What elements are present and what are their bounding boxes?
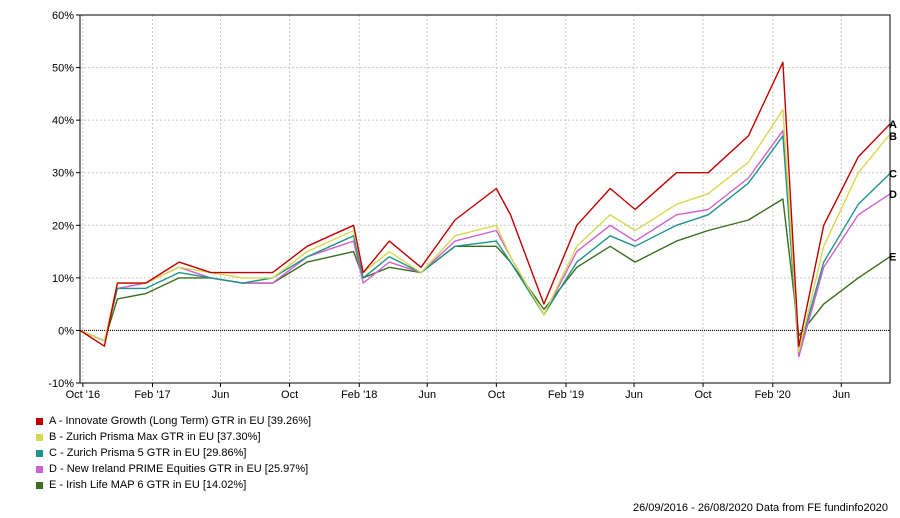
y-tick-label: 40% xyxy=(52,115,74,127)
y-tick-label: 10% xyxy=(52,273,74,285)
legend-label: A - Innovate Growth (Long Term) GTR in E… xyxy=(49,415,312,427)
legend-label: D - New Ireland PRIME Equities GTR in EU… xyxy=(49,463,309,475)
legend-label: E - Irish Life MAP 6 GTR in EU [14.02%] xyxy=(49,479,247,491)
x-tick-label: Jun xyxy=(625,389,643,401)
legend-swatch xyxy=(36,417,43,425)
end-label-e: E xyxy=(889,252,896,264)
legend-item: A - Innovate Growth (Long Term) GTR in E… xyxy=(36,413,311,429)
legend-item: B - Zurich Prisma Max GTR in EU [37.30%] xyxy=(36,429,311,445)
end-label-a: A xyxy=(889,119,897,131)
x-tick-label: Jun xyxy=(418,389,436,401)
legend-swatch xyxy=(36,465,43,473)
end-label-c: C xyxy=(889,168,897,180)
y-tick-label: 20% xyxy=(52,220,74,232)
legend-label: C - Zurich Prisma 5 GTR in EU [29.86%] xyxy=(49,447,247,459)
legend-label: B - Zurich Prisma Max GTR in EU [37.30%] xyxy=(49,431,261,443)
y-tick-label: 0% xyxy=(58,325,74,337)
end-label-d: D xyxy=(889,189,897,201)
y-tick-label: 60% xyxy=(52,10,74,22)
series-line-a xyxy=(79,61,891,347)
y-tick-label: 50% xyxy=(52,63,74,75)
x-tick-label: Feb '17 xyxy=(134,389,170,401)
series-line-e xyxy=(79,198,891,342)
x-tick-label: Jun xyxy=(832,389,850,401)
footer-date-range: 26/09/2016 - 26/08/2020 Data from FE fun… xyxy=(632,502,888,514)
grid xyxy=(80,14,890,384)
y-tick-label: 30% xyxy=(52,168,74,180)
y-axis: -10% 0% 10% 20% 30% 40% 50% 60% xyxy=(48,10,80,390)
x-tick-label: Oct xyxy=(281,389,298,401)
y-tick-label: -10% xyxy=(48,378,74,390)
x-tick-label: Feb '19 xyxy=(548,389,584,401)
legend: A - Innovate Growth (Long Term) GTR in E… xyxy=(36,413,311,493)
legend-item: E - Irish Life MAP 6 GTR in EU [14.02%] xyxy=(36,477,311,493)
plot-area-border xyxy=(79,14,891,384)
legend-swatch xyxy=(36,481,43,489)
legend-swatch xyxy=(36,433,43,441)
end-label-b: B xyxy=(889,131,897,143)
x-tick-label: Oct xyxy=(488,389,505,401)
x-tick-label: Oct '16 xyxy=(66,389,101,401)
series-end-labels: AB CD E xyxy=(889,119,897,264)
series-line-c xyxy=(79,135,891,353)
x-tick-label: Jun xyxy=(212,389,230,401)
legend-swatch xyxy=(36,449,43,457)
x-tick-label: Oct xyxy=(695,389,712,401)
series-layer xyxy=(79,61,891,358)
x-axis: Oct '16 Feb '17 Jun Oct Feb '18 Jun Oct Feb '19… xyxy=(66,383,850,401)
x-tick-label: Feb '20 xyxy=(755,389,791,401)
x-tick-label: Feb '18 xyxy=(341,389,377,401)
legend-item: C - Zurich Prisma 5 GTR in EU [29.86%] xyxy=(36,445,311,461)
legend-item: D - New Ireland PRIME Equities GTR in EU… xyxy=(36,461,311,477)
series-line-b xyxy=(79,108,891,353)
series-line-d xyxy=(79,129,891,358)
